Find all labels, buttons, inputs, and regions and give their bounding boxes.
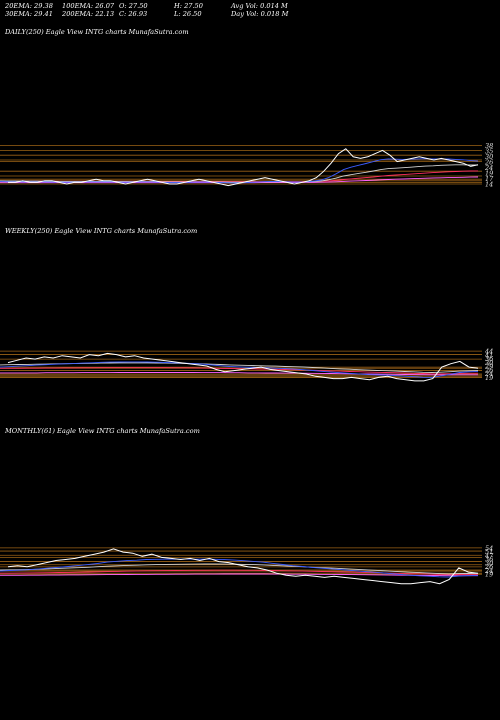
header-ema200: 200EMA: 22.13: [62, 10, 115, 18]
monthly-ema-mid-line: [0, 563, 479, 575]
daily-tick-label-6: 17: [485, 175, 494, 183]
monthly-ema-long-line: [0, 573, 478, 577]
daily-panel-label: DAILY(250) Eagle View INTG charts Munafa…: [5, 28, 189, 36]
monthly-tick-label-1: 51: [485, 548, 493, 556]
monthly-tick-label-0: 54: [485, 544, 493, 552]
header-avgvol: Avg Vol: 0.014 M: [231, 2, 288, 10]
monthly-ema-fast-line: [0, 558, 479, 578]
weekly-tick-label-1: 41: [484, 351, 493, 359]
weekly-tick-label-4: 29: [484, 363, 493, 371]
header-ema20: 20EMA: 29.38: [5, 2, 53, 10]
monthly-tick-label-4: 30: [485, 559, 493, 567]
weekly-ema-slow-line: [0, 367, 479, 375]
weekly-ema-fast-line: [0, 361, 479, 378]
header-dayvol: Day Vol: 0.018 M: [231, 10, 289, 18]
weekly-panel-label: WEEKLY(250) Eagle View INTG charts Munaf…: [5, 227, 198, 235]
weekly-price-line: [7, 352, 479, 382]
monthly-price-line: [7, 548, 479, 585]
weekly-tick-label-3: 30: [485, 359, 493, 367]
weekly-tick-label-7: 19: [485, 374, 493, 382]
monthly-tick-label-5: 26: [484, 563, 493, 571]
daily-tick-label-0: 38: [485, 142, 493, 150]
header-low: L: 26.50: [174, 10, 202, 18]
monthly-tick-label-2: 47: [484, 552, 494, 560]
monthly-ema-slow-line: [0, 569, 478, 576]
daily-tick-label-4: 24: [484, 164, 493, 172]
monthly-tick-label-7: 19: [485, 571, 493, 579]
daily-tick-label-7: 14: [485, 181, 493, 189]
header-close: C: 26.93: [119, 10, 148, 18]
weekly-tick-label-2: 36: [485, 355, 493, 363]
header-ema30: 30EMA: 29.41: [5, 10, 53, 18]
header-open: O: 27.50: [119, 2, 148, 10]
header-high: H: 27.50: [174, 2, 203, 10]
header-ema100: 100EMA: 26.07: [62, 2, 115, 10]
daily-tick-label-1: 35: [485, 148, 493, 156]
monthly-tick-label-3: 36: [485, 556, 493, 564]
monthly-panel-label: MONTHLY(61) Eagle View INTG charts Munaf…: [5, 427, 200, 435]
weekly-ema-long-line: [0, 372, 478, 376]
weekly-tick-label-5: 26: [484, 366, 493, 374]
monthly-tick-label-6: 24: [484, 567, 493, 575]
weekly-tick-label-6: 24: [484, 370, 493, 378]
daily-tick-label-5: 19: [485, 170, 493, 178]
weekly-tick-label-0: 44: [484, 348, 493, 356]
daily-price-line: [8, 148, 479, 187]
daily-tick-label-2: 30: [485, 153, 493, 161]
daily-ema-mid-line: [0, 164, 478, 183]
daily-tick-label-3: 26: [484, 159, 493, 167]
